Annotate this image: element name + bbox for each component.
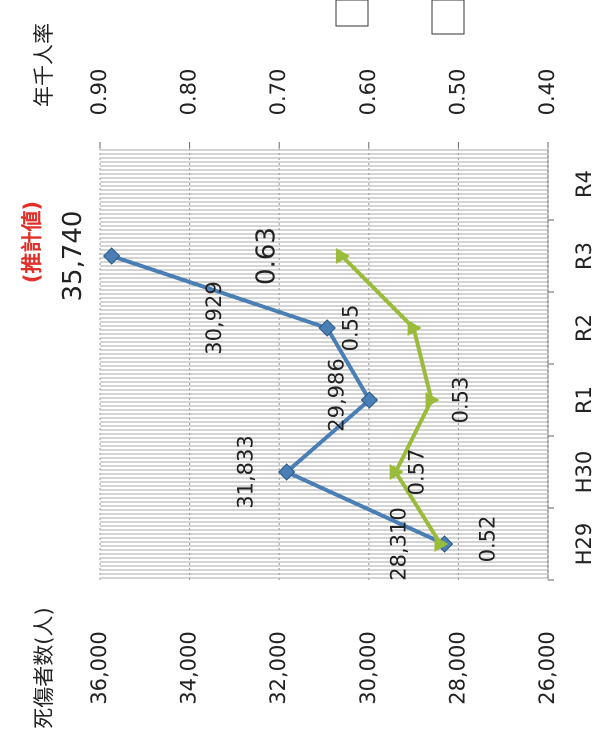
x-tick-label: R2 xyxy=(572,314,596,342)
y2-tick-label: 0.60 xyxy=(356,69,380,116)
marker xyxy=(277,463,296,481)
y2-tick-label: 0.40 xyxy=(535,69,559,116)
data-label: 0.63 xyxy=(251,227,281,285)
y2-axis-title: 年千人率 xyxy=(32,23,56,107)
marker xyxy=(102,247,121,265)
y2-tick-label: 0.50 xyxy=(445,69,469,116)
marker xyxy=(434,536,449,552)
data-label: 29,986 xyxy=(324,358,348,431)
plot-area xyxy=(100,148,548,580)
data-label: 0.57 xyxy=(405,449,429,496)
annotation: (推計値) xyxy=(20,201,44,283)
marker xyxy=(335,248,350,264)
y2-tick-label: 0.90 xyxy=(87,69,111,116)
x-tick-label: H30 xyxy=(572,451,596,494)
x-tick-label: R1 xyxy=(572,386,596,414)
data-label: 35,740 xyxy=(58,211,88,302)
data-label: 31,833 xyxy=(234,435,258,508)
legend-box xyxy=(335,0,369,27)
marker xyxy=(425,392,440,408)
y-tick-label: 32,000 xyxy=(266,631,290,704)
x-tick-label: H29 xyxy=(572,523,596,566)
y-tick-label: 36,000 xyxy=(87,631,111,704)
marker xyxy=(389,464,404,480)
y2-tick-label: 0.80 xyxy=(177,69,201,116)
data-label: 30,929 xyxy=(202,281,226,354)
data-label: 0.55 xyxy=(339,305,363,352)
data-label: 28,310 xyxy=(387,507,411,580)
y-tick-label: 30,000 xyxy=(356,631,380,704)
y2-tick-label: 0.70 xyxy=(266,69,290,116)
marker xyxy=(318,319,336,337)
data-label: 0.52 xyxy=(475,516,499,563)
marker xyxy=(360,391,379,409)
y-tick-label: 28,000 xyxy=(445,631,469,704)
data-label: 0.53 xyxy=(449,377,473,424)
marker xyxy=(407,320,422,336)
y-tick-label: 34,000 xyxy=(177,631,201,704)
y-tick-label: 26,000 xyxy=(535,631,559,704)
x-tick-label: R3 xyxy=(572,242,596,270)
x-tick-label: R4 xyxy=(572,170,596,198)
legend-box xyxy=(431,0,465,35)
y-axis-title: 死傷者数(人) xyxy=(32,607,56,728)
